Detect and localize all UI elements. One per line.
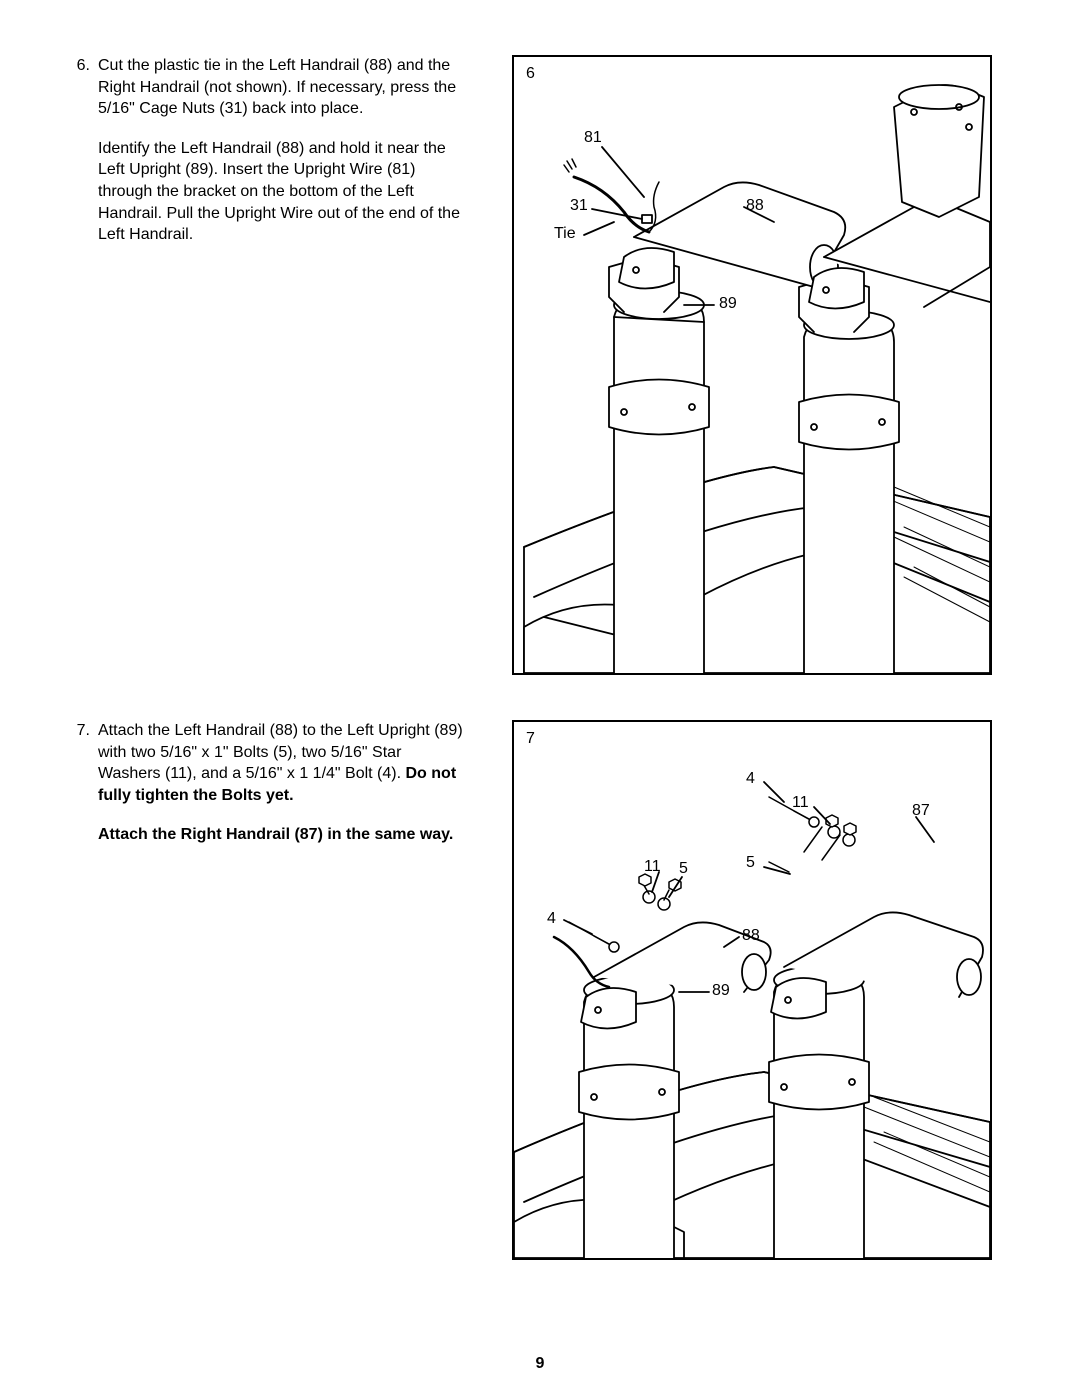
fig7-label-5a: 5 [746,854,755,872]
step-6-row: 6. Cut the plastic tie in the Left Handr… [68,55,1012,675]
figure-6-diagram [514,57,990,673]
fig6-label-88: 88 [746,197,764,215]
step-6-p1: Cut the plastic tie in the Left Handrail… [98,55,468,120]
page-number: 9 [0,1355,1080,1373]
fig6-label-89: 89 [719,295,737,313]
fig7-label-89: 89 [712,982,730,1000]
fig7-label-87: 87 [912,802,930,820]
fig7-label-11a: 11 [792,794,809,812]
figure-7: 7 [512,720,992,1260]
step-7-body: Attach the Left Handrail (88) to the Lef… [98,720,468,846]
step-6-text: 6. Cut the plastic tie in the Left Handr… [68,55,468,246]
step-7-p2: Attach the Right Handrail (87) in the sa… [98,824,468,846]
fig7-label-5b: 5 [679,860,688,878]
fig7-label-88: 88 [742,927,760,945]
step-7-p1: Attach the Left Handrail (88) to the Lef… [98,720,468,806]
fig6-label-tie: Tie [554,225,576,243]
step-6-body: Cut the plastic tie in the Left Handrail… [98,55,468,246]
step-7-row: 7. Attach the Left Handrail (88) to the … [68,720,1012,1260]
fig7-label-11b: 11 [644,858,661,876]
fig7-label-4a: 4 [746,770,755,788]
figure-7-col: 7 [512,720,1012,1260]
fig6-label-31: 31 [570,197,588,215]
step-7-text: 7. Attach the Left Handrail (88) to the … [68,720,468,846]
step-6-p2: Identify the Left Handrail (88) and hold… [98,138,468,246]
step-7-number: 7. [68,720,98,846]
step-6-number: 6. [68,55,98,246]
fig7-label-4b: 4 [547,910,556,928]
fig6-label-81: 81 [584,129,602,147]
figure-6-col: 6 [512,55,1012,675]
figure-6: 6 [512,55,992,675]
figure-7-id: 7 [526,730,535,748]
figure-6-id: 6 [526,65,535,83]
